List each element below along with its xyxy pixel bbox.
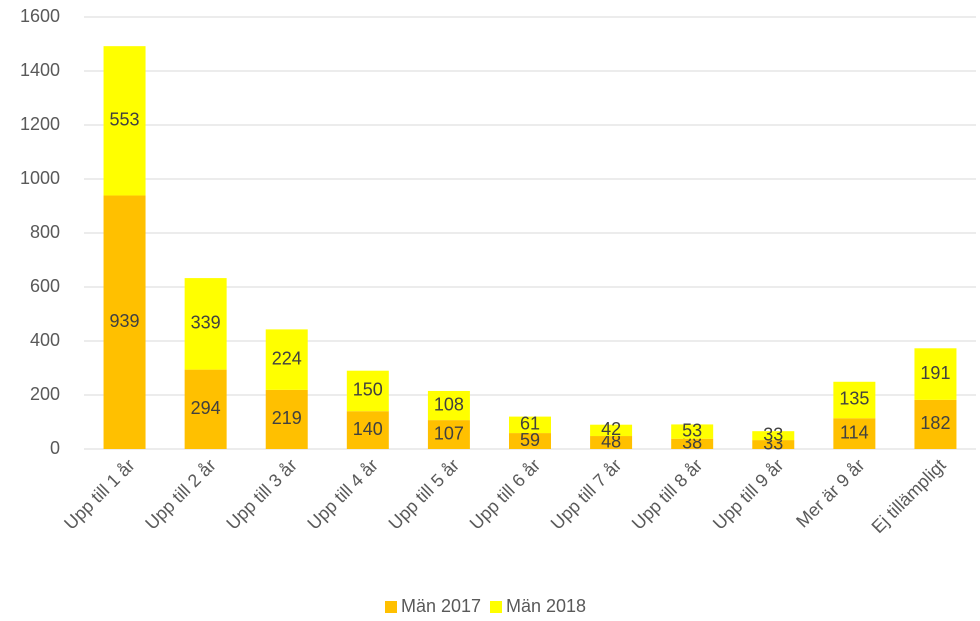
data-label: 140 <box>353 419 383 439</box>
y-tick-label: 1200 <box>20 114 60 134</box>
data-label: 108 <box>434 394 464 414</box>
bar-segment <box>590 436 633 449</box>
legend-swatch <box>490 601 502 613</box>
data-label: 33 <box>763 424 783 444</box>
bar-segment <box>265 329 308 390</box>
data-label: 939 <box>110 311 140 331</box>
data-label: 42 <box>601 419 621 439</box>
y-tick-label: 1000 <box>20 168 60 188</box>
bar-segment <box>914 399 957 449</box>
bar-segment <box>671 424 714 439</box>
x-tick-label: Upp till 5 år <box>385 455 464 534</box>
bar-segment <box>833 381 876 419</box>
bar-segment <box>184 278 227 370</box>
bar-segment <box>590 424 633 437</box>
bar-segment <box>671 438 714 449</box>
bar-segment <box>103 195 146 449</box>
bar-segment <box>752 440 795 449</box>
data-label: 219 <box>272 408 302 428</box>
data-label: 114 <box>840 422 869 442</box>
y-tick-label: 600 <box>30 276 60 296</box>
x-tick-label: Ej tillämpligt <box>868 455 950 537</box>
y-tick-label: 800 <box>30 222 60 242</box>
bar-segment <box>509 433 551 449</box>
data-label: 182 <box>920 413 950 433</box>
data-label: 59 <box>520 430 540 450</box>
data-label: 61 <box>520 414 540 434</box>
bar-segment <box>265 389 308 449</box>
legend-label: Män 2018 <box>506 596 586 616</box>
data-label: 150 <box>353 380 383 400</box>
x-tick-label: Mer är 9 år <box>792 455 868 531</box>
bar-segment <box>914 348 957 400</box>
bar-segment <box>752 431 795 441</box>
data-label: 294 <box>191 398 221 418</box>
data-label: 339 <box>191 313 221 333</box>
y-tick-label: 400 <box>30 330 60 350</box>
x-tick-label: Upp till 7 år <box>547 455 626 534</box>
x-tick-label: Upp till 3 år <box>222 455 301 534</box>
x-tick-label: Upp till 4 år <box>303 455 382 534</box>
data-label: 53 <box>682 420 702 440</box>
bar-segment <box>427 390 470 421</box>
data-label: 224 <box>272 348 302 368</box>
y-tick-label: 200 <box>30 384 60 404</box>
data-label: 191 <box>920 363 950 383</box>
x-tick-label: Upp till 9 år <box>709 455 788 534</box>
bar-segment <box>103 46 146 196</box>
x-tick-label: Upp till 6 år <box>466 455 545 534</box>
y-tick-label: 0 <box>50 438 60 458</box>
data-label: 48 <box>601 431 621 451</box>
bar-segment <box>346 370 389 412</box>
x-tick-label: Upp till 2 år <box>141 455 220 534</box>
data-label: 135 <box>839 389 869 409</box>
bar-segment <box>427 420 470 449</box>
legend-swatch <box>385 601 397 613</box>
x-tick-label: Upp till 8 år <box>628 455 707 534</box>
y-tick-label: 1600 <box>20 6 60 26</box>
y-tick-label: 1400 <box>20 60 60 80</box>
data-label: 553 <box>110 110 140 130</box>
bar-segment <box>509 416 551 434</box>
legend-label: Män 2017 <box>401 596 481 616</box>
bar-segment <box>346 411 389 449</box>
data-label: 107 <box>434 423 464 443</box>
x-tick-label: Upp till 1 år <box>60 455 139 534</box>
bar-segment <box>184 369 227 449</box>
bar-segment <box>833 418 876 449</box>
